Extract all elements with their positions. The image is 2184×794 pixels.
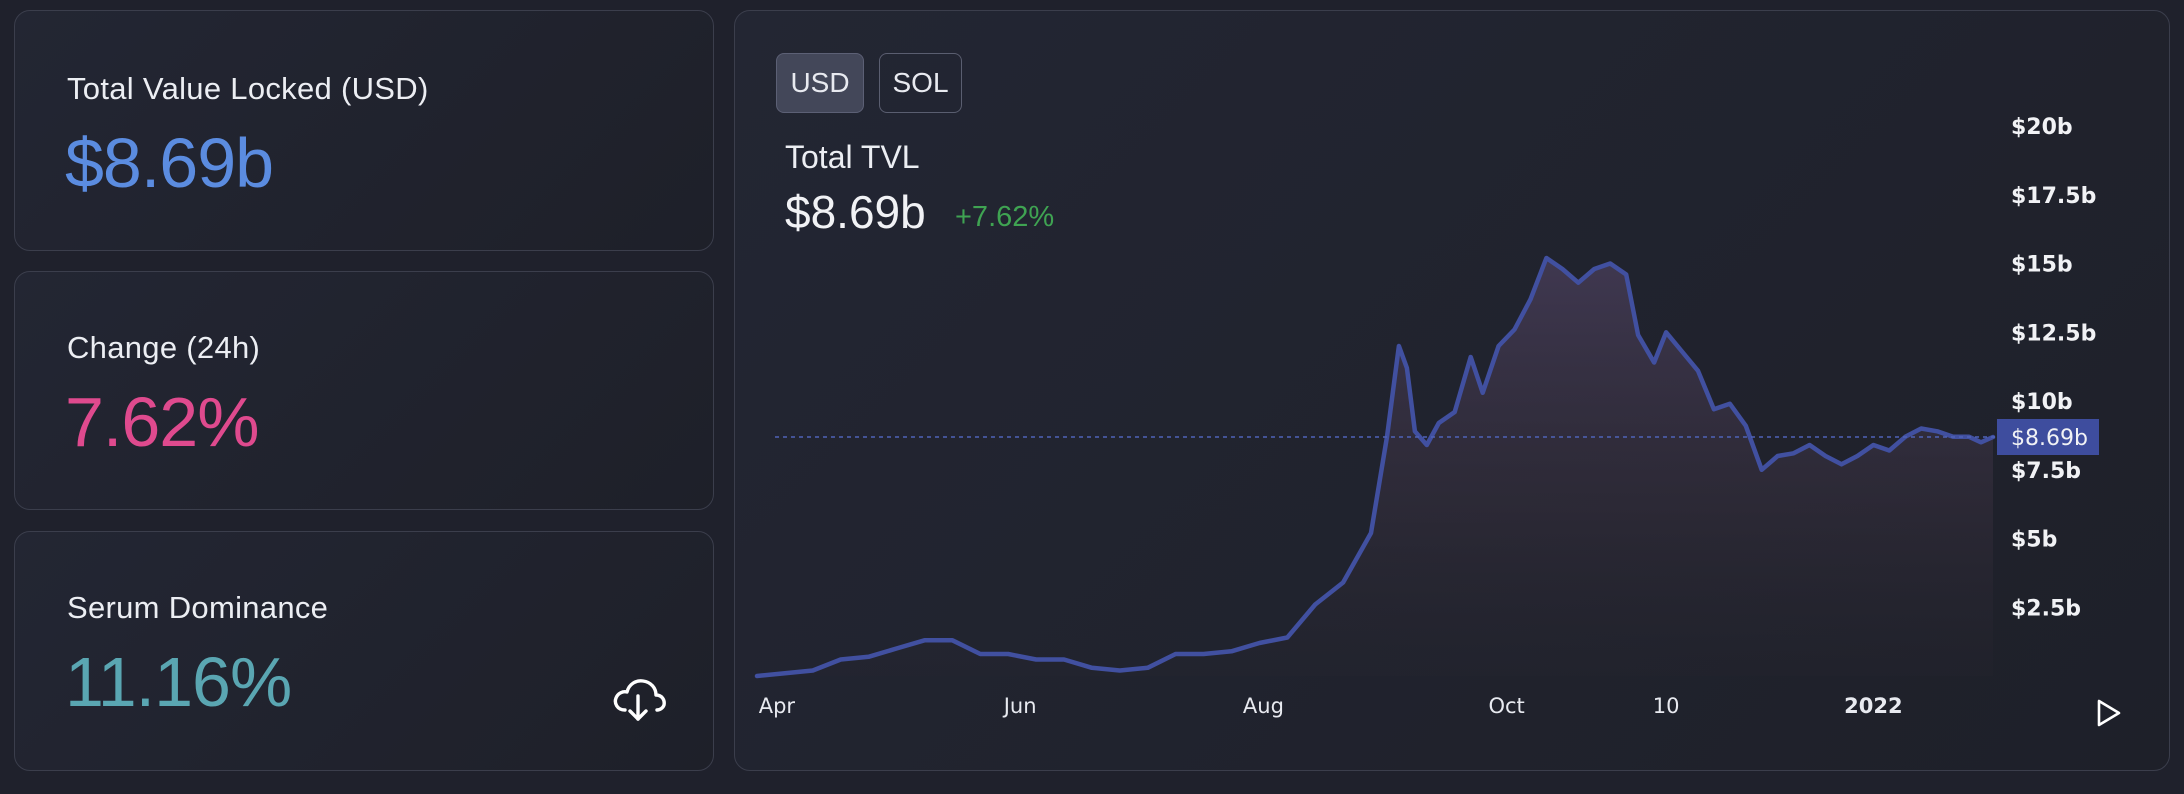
y-axis: $2.5b $5b $7.5b $10b $12.5b $15b $17.5b $20b (2011, 115, 2096, 621)
dominance-label: Serum Dominance (67, 590, 329, 625)
tvl-value: $8.69b (65, 124, 274, 202)
x-tick-label: Aug (1243, 694, 1284, 718)
y-tick-label: $12.5b (2011, 321, 2096, 346)
x-tick-label: Jun (1002, 694, 1037, 718)
y-tick-label: $5b (2011, 528, 2057, 553)
sol-toggle-button[interactable]: SOL (879, 53, 962, 113)
chart-title: Total TVL (785, 139, 920, 175)
y-tick-label: $20b (2011, 115, 2073, 140)
dominance-card: Serum Dominance 11.16% (14, 531, 714, 771)
change-label: Change (24h) (67, 330, 261, 365)
tvl-area-fill (757, 258, 1993, 676)
tvl-card: Total Value Locked (USD) $8.69b (14, 10, 714, 251)
tvl-series-line (754, 255, 1996, 679)
y-tick-label: $15b (2011, 253, 2073, 278)
dominance-value: 11.16% (65, 643, 292, 721)
tvl-label: Total Value Locked (USD) (67, 71, 429, 106)
current-value-tag: $8.69b (1997, 419, 2099, 455)
y-tick-label: $7.5b (2011, 459, 2081, 484)
x-tick-label: 2022 (1844, 694, 1902, 718)
play-icon (2097, 699, 2121, 727)
usd-toggle-button[interactable]: USD (776, 53, 864, 113)
x-tick-label: Apr (759, 694, 796, 718)
y-tick-label: $17.5b (2011, 184, 2096, 209)
change-value: 7.62% (65, 383, 259, 461)
x-tick-label: 10 (1653, 694, 1680, 718)
y-tick-label: $10b (2011, 390, 2073, 415)
cloud-download-icon (613, 679, 666, 721)
chart-change: +7.62% (955, 201, 1055, 233)
x-axis: Apr Jun Aug Oct 10 2022 (759, 694, 1903, 718)
y-tick-label: $2.5b (2011, 596, 2081, 621)
play-button[interactable] (2097, 699, 2121, 727)
change-card: Change (24h) 7.62% (14, 271, 714, 510)
tvl-chart-card: USD SOL Total TVL $8.69b +7.62% $2.5b $5b… (734, 10, 2170, 771)
current-value-label: $8.69b (2011, 426, 2088, 451)
tvl-area-chart: $2.5b $5b $7.5b $10b $12.5b $15b $17.5b $20b Ap… (754, 115, 2121, 727)
chart-value: $8.69b (785, 186, 926, 238)
download-button[interactable] (611, 672, 667, 724)
x-tick-label: Oct (1488, 694, 1524, 718)
